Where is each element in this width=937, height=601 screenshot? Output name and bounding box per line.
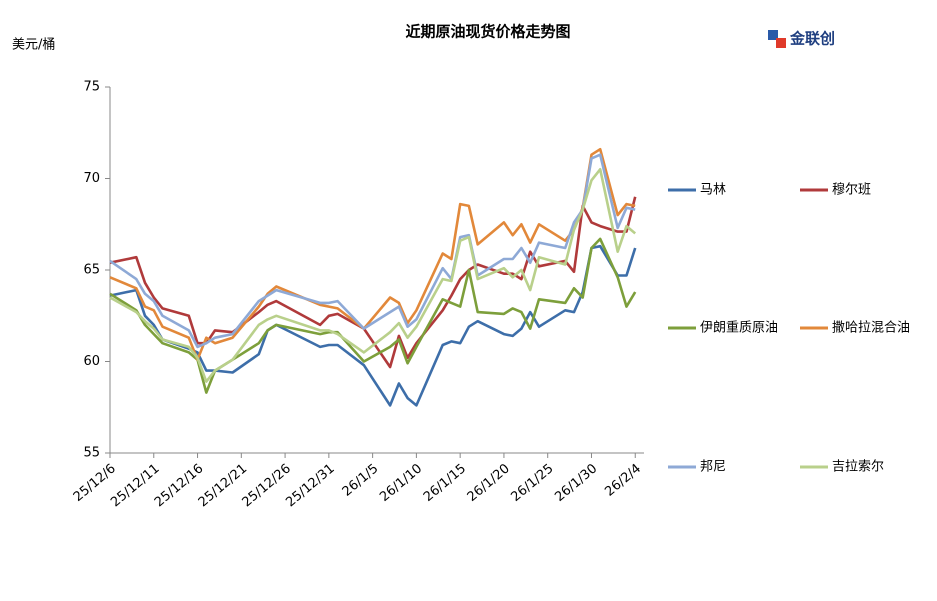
- legend-label: 马林: [700, 183, 726, 198]
- legend-item: 吉拉索尔: [800, 460, 884, 475]
- legend-label: 吉拉索尔: [832, 460, 884, 475]
- x-tick-label: 26/2/4: [602, 461, 644, 499]
- x-tick-label: 26/1/20: [465, 461, 513, 505]
- legend-label: 邦尼: [700, 460, 726, 475]
- legend-label: 穆尔班: [832, 183, 871, 198]
- legend-label: 伊朗重质原油: [700, 320, 778, 336]
- series-line: [109, 244, 637, 407]
- series-line: [109, 237, 637, 394]
- series-line: [109, 153, 636, 349]
- series-line: [109, 196, 637, 369]
- logo: 金联创: [768, 30, 835, 48]
- series-line: [109, 168, 637, 383]
- x-tick-label: 26/1/10: [377, 461, 425, 505]
- x-tick-label: 26/1/15: [421, 461, 469, 505]
- legend-item: 马林: [668, 183, 726, 198]
- x-tick-label: 26/1/25: [508, 461, 556, 505]
- logo-icon: [768, 30, 778, 40]
- y-tick-label: 60: [83, 354, 100, 369]
- logo-text: 金联创: [789, 30, 835, 48]
- x-tick-label: 26/1/30: [552, 461, 600, 505]
- y-tick-label: 65: [83, 263, 100, 278]
- y-axis-label: 美元/桶: [12, 38, 55, 53]
- chart-title: 近期原油现货价格走势图: [405, 23, 570, 41]
- legend-label: 撒哈拉混合油: [832, 320, 910, 336]
- y-tick-label: 70: [83, 171, 100, 186]
- legend-item: 穆尔班: [800, 183, 871, 198]
- x-tick-label: 26/1/5: [340, 461, 382, 499]
- x-tick-label: 25/12/31: [283, 461, 337, 510]
- legend-item: 伊朗重质原油: [668, 320, 778, 336]
- series-line: [109, 147, 636, 361]
- y-tick-label: 55: [83, 446, 100, 461]
- y-tick-label: 75: [83, 80, 100, 95]
- legend-item: 邦尼: [668, 460, 726, 475]
- legend-item: 撒哈拉混合油: [800, 320, 910, 336]
- logo-icon: [776, 38, 786, 48]
